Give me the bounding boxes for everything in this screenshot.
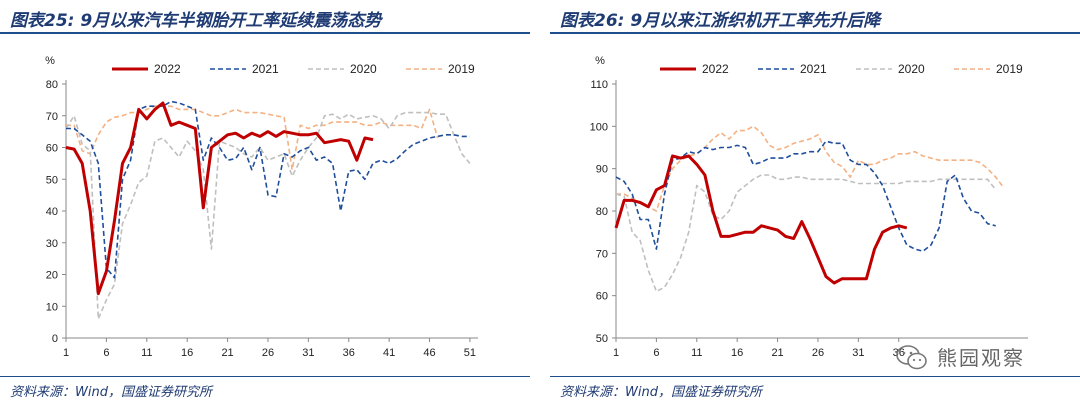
y-tick-label: 70 — [596, 248, 608, 260]
series-line-2019 — [66, 105, 439, 171]
chart-source: 资料来源：Wind，国盛证券研究所 — [560, 385, 762, 400]
chart-title: 图表25: 9月以来汽车半钢胎开工率延续震荡态势 — [10, 11, 382, 31]
chart-source: 资料来源：Wind，国盛证券研究所 — [10, 385, 212, 400]
y-tick-label: 60 — [596, 291, 608, 303]
y-tick-label: 20 — [46, 270, 58, 282]
legend-label-2022: 2022 — [702, 62, 729, 76]
chart-title: 图表26: 9月以来江浙织机开工率先升后降 — [560, 11, 881, 31]
watermark: 熊园观察 — [895, 339, 1065, 373]
x-tick-label: 31 — [302, 347, 314, 359]
x-tick-label: 36 — [343, 347, 355, 359]
x-tick-label: 6 — [103, 347, 109, 359]
legend-label-2021: 2021 — [800, 62, 827, 76]
x-tick-label: 51 — [464, 347, 476, 359]
x-tick-label: 11 — [141, 347, 152, 359]
y-tick-label: 0 — [52, 333, 58, 345]
x-tick-label: 1 — [613, 347, 619, 359]
y-tick-label: 70 — [46, 111, 58, 123]
footer-divider — [550, 376, 1080, 377]
series-line-2022 — [614, 154, 908, 285]
title-divider — [0, 32, 530, 34]
legend-label-2022: 2022 — [154, 62, 181, 76]
wechat-icon — [896, 345, 927, 370]
x-tick-label: 26 — [262, 347, 274, 359]
chart-panel-loom: 图表26: 9月以来江浙织机开工率先升后降 50 60 70 80 90 100 110% 1… — [550, 0, 1080, 403]
x-tick-label: 46 — [423, 347, 435, 359]
legend-label-2021: 2021 — [252, 62, 279, 76]
x-tick-label: 16 — [731, 347, 743, 359]
x-tick-label: 21 — [221, 347, 233, 359]
footer-divider — [0, 376, 530, 377]
legend-label-2019: 2019 — [996, 62, 1023, 76]
y-tick-label: 40 — [46, 206, 58, 218]
x-tick-label: 41 — [383, 347, 395, 359]
legend-label-2020: 2020 — [898, 62, 925, 76]
y-tick-label: 80 — [596, 206, 608, 218]
y-tick-label: 30 — [46, 238, 58, 250]
series-line-2019 — [616, 125, 1005, 212]
y-tick-label: 110 — [590, 79, 608, 91]
series-line-2020 — [65, 111, 471, 320]
x-tick-label: 21 — [771, 347, 783, 359]
y-tick-label: 50 — [596, 333, 608, 345]
x-tick-label: 31 — [852, 347, 864, 359]
y-tick-label: 10 — [46, 301, 58, 313]
x-tick-label: 26 — [812, 347, 824, 359]
x-tick-label: 6 — [653, 347, 659, 359]
x-tick-label: 16 — [181, 347, 193, 359]
chart-panel-semi-steel-tire: 图表25: 9月以来汽车半钢胎开工率延续震荡态势 0 10 20 30 40 50 60 70… — [0, 0, 530, 403]
watermark-text: 熊园观察 — [937, 346, 1025, 370]
y-tick-label: 100 — [590, 121, 608, 133]
x-tick-label: 36 — [893, 347, 905, 359]
y-tick-label: 90 — [596, 164, 608, 176]
title-divider — [550, 32, 1080, 34]
series-line-2020 — [615, 174, 997, 293]
series-line-2022 — [65, 101, 374, 296]
legend-label-2019: 2019 — [448, 62, 475, 76]
y-axis-label: % — [595, 55, 605, 67]
x-tick-label: 11 — [691, 347, 702, 359]
series-line-2021 — [66, 100, 470, 279]
y-tick-label: 50 — [46, 174, 58, 186]
x-tick-label: 1 — [63, 347, 69, 359]
y-axis-label: % — [45, 55, 55, 67]
y-tick-label: 80 — [46, 79, 58, 91]
y-tick-label: 60 — [46, 143, 58, 155]
legend-label-2020: 2020 — [350, 62, 377, 76]
